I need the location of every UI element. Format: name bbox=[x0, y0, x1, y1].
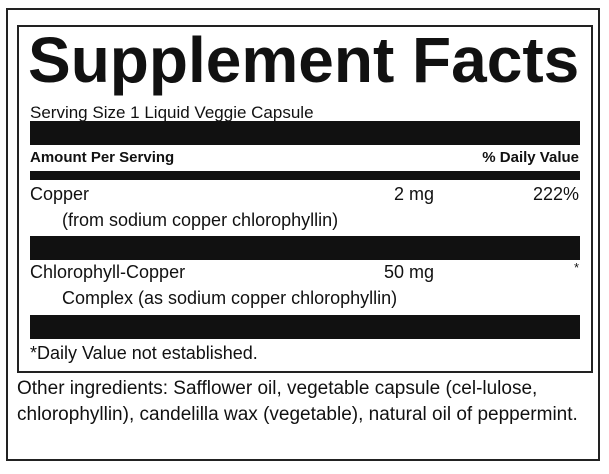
nutrient-amount: 2 mg bbox=[393, 184, 434, 204]
divider-bar bbox=[30, 121, 580, 145]
divider-bar bbox=[30, 236, 580, 260]
daily-value-footnote: *Daily Value not established. bbox=[30, 343, 258, 363]
nutrient-name: Chlorophyll-Copper bbox=[30, 262, 186, 282]
serving-size: Serving Size 1 Liquid Veggie Capsule bbox=[30, 103, 314, 122]
divider-bar bbox=[30, 315, 580, 339]
other-ingredients: Other ingredients: Safflower oil, vegeta… bbox=[17, 378, 578, 425]
nutrient-amount: 50 mg bbox=[383, 262, 434, 282]
nutrient-daily-value: 222% bbox=[532, 184, 579, 204]
supplement-facts-panel bbox=[17, 25, 593, 373]
daily-value-header: % Daily Value bbox=[482, 149, 579, 166]
nutrient-detail: (from sodium copper chlorophyllin) bbox=[62, 210, 339, 230]
nutrient-name: Copper bbox=[30, 184, 90, 204]
panel-title: Supplement Facts bbox=[28, 24, 580, 96]
label-outer-border bbox=[6, 8, 600, 461]
nutrient-detail: Complex (as sodium copper chlorophyllin) bbox=[62, 288, 398, 308]
divider-bar bbox=[30, 171, 580, 180]
amount-per-serving-header: Amount Per Serving bbox=[30, 149, 175, 166]
nutrient-daily-value: * bbox=[573, 260, 579, 275]
